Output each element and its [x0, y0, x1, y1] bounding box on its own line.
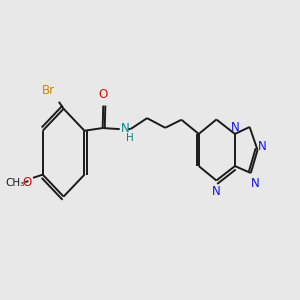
Text: Br: Br [42, 84, 56, 97]
Text: N: N [121, 122, 130, 135]
Text: N: N [230, 121, 239, 134]
Text: N: N [251, 177, 260, 190]
Text: H: H [126, 133, 134, 143]
Text: N: N [212, 185, 221, 198]
Text: N: N [257, 140, 266, 153]
Text: O: O [22, 176, 32, 189]
Text: CH₃: CH₃ [6, 178, 25, 188]
Text: O: O [98, 88, 107, 101]
